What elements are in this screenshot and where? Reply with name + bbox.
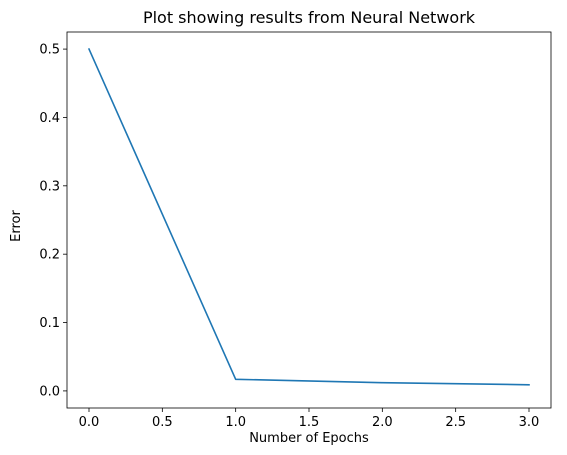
- x-tick-label: 2.5: [445, 415, 466, 430]
- x-axis-ticks: 0.0 0.5 1.0 1.5 2.0 2.5 3.0: [79, 408, 540, 430]
- axes-frame: [66, 31, 552, 409]
- y-tick-label: 0.3: [39, 179, 60, 194]
- y-axis-label: Error: [9, 210, 24, 242]
- y-tick-label: 0.4: [39, 111, 60, 126]
- y-tick-label: 0.5: [39, 43, 60, 58]
- y-axis-ticks: 0.0 0.1 0.2 0.3 0.4 0.5: [39, 43, 67, 399]
- y-tick-label: 0.2: [39, 248, 60, 263]
- x-tick-label: 2.0: [372, 415, 393, 430]
- x-tick-label: 0.5: [152, 415, 173, 430]
- x-axis-label: Number of Epochs: [249, 431, 369, 446]
- chart-title: Plot showing results from Neural Network: [143, 8, 476, 27]
- plot-area: [66, 31, 552, 409]
- x-tick-label: 1.5: [299, 415, 320, 430]
- x-tick-label: 3.0: [519, 415, 540, 430]
- y-tick-label: 0.1: [39, 316, 60, 331]
- y-tick-label: 0.0: [39, 384, 60, 399]
- series-line-error: [87, 48, 530, 386]
- x-tick-label: 1.0: [225, 415, 246, 430]
- x-tick-label: 0.0: [79, 415, 100, 430]
